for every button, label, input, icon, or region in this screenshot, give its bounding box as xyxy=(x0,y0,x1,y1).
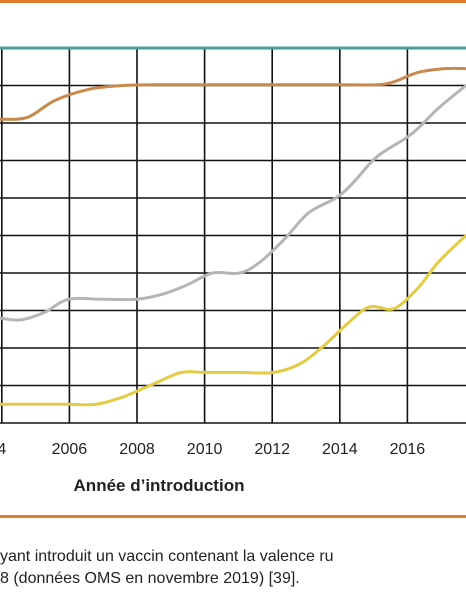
x-tick-label: 2012 xyxy=(254,441,290,458)
figure-caption: yant introduit un vaccin contenant la va… xyxy=(0,546,466,590)
top-accent-rule xyxy=(0,0,466,3)
x-axis-title: Année d’introduction xyxy=(73,476,245,495)
x-tick-label: 2010 xyxy=(187,441,223,458)
caption-line-1: yant introduit un vaccin contenant la va… xyxy=(0,548,334,565)
x-tick-label: 2014 xyxy=(322,441,358,458)
series-line-4 xyxy=(0,234,466,407)
x-tick-label: 2008 xyxy=(119,441,155,458)
series-line-3 xyxy=(0,84,466,322)
x-tick-label: 2016 xyxy=(390,441,426,458)
series-line-2 xyxy=(0,66,466,121)
x-tick-label: 4 xyxy=(0,441,6,458)
x-tick-label: 2006 xyxy=(52,441,88,458)
caption-line-2: 8 (données OMS en novembre 2019) [39]. xyxy=(0,570,300,587)
bottom-accent-rule xyxy=(0,515,466,518)
